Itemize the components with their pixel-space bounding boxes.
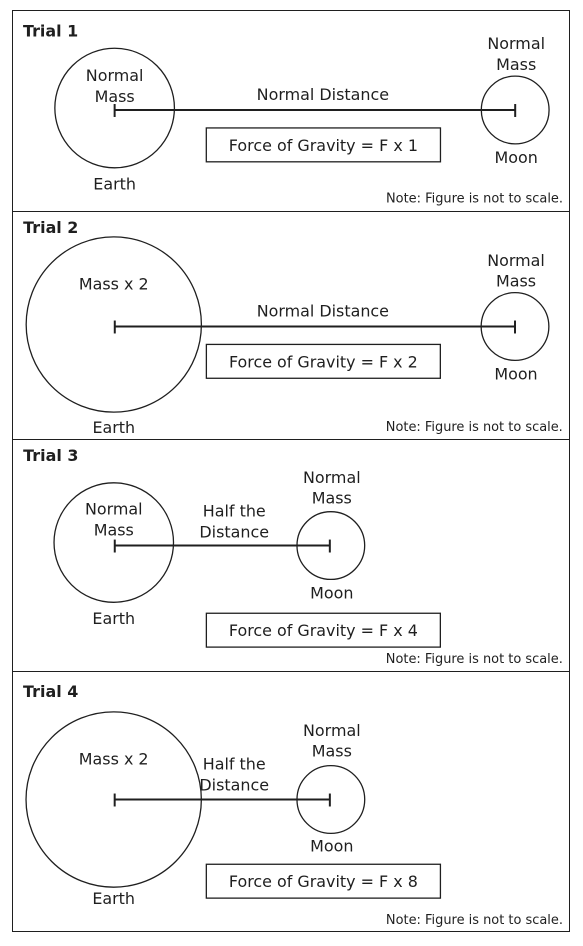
distance-label-line2: Distance [199, 776, 269, 795]
trial-title: Trial 2 [23, 218, 78, 237]
earth-mass-label: Mass x 2 [79, 750, 149, 769]
moon-label: Moon [310, 836, 353, 855]
moon-mass-label-line2: Mass [496, 272, 536, 291]
moon-label: Moon [495, 148, 538, 167]
scale-note: Note: Figure is not to scale. [386, 913, 563, 928]
moon-circle [480, 75, 550, 145]
trial-title: Trial 4 [23, 682, 78, 701]
trial-1-diagram: Trial 1 Normal Mass Earth Normal Distanc… [23, 21, 563, 207]
force-label: Force of Gravity = F x 2 [229, 352, 418, 371]
trial-3-panel: Trial 3 Normal Mass Earth Half the Dista… [13, 439, 569, 671]
distance-label-line2: Distance [199, 523, 269, 542]
earth-label: Earth [93, 175, 136, 194]
moon-circle [296, 511, 366, 581]
force-label: Force of Gravity = F x 4 [229, 621, 418, 640]
distance-label: Normal Distance [257, 302, 389, 321]
trial-title: Trial 3 [23, 446, 78, 465]
moon-circle [296, 764, 366, 835]
trial-2-diagram: Trial 2 Mass x 2 Earth Normal Distance N… [23, 218, 563, 437]
moon-label: Moon [494, 364, 537, 383]
earth-circle [25, 236, 203, 413]
force-box [205, 863, 442, 899]
trial-title: Trial 1 [23, 21, 78, 40]
earth-mass-label-line1: Normal [86, 66, 144, 85]
moon-mass-label-line2: Mass [312, 742, 352, 761]
distance-label: Normal Distance [257, 85, 389, 104]
distance-label-line1: Half the [203, 755, 266, 774]
force-label: Force of Gravity = F x 8 [229, 872, 418, 891]
trial-3-diagram: Trial 3 Normal Mass Earth Half the Dista… [23, 446, 563, 667]
scale-note: Note: Figure is not to scale. [386, 652, 563, 667]
moon-mass-label-line2: Mass [312, 489, 352, 508]
scale-note: Note: Figure is not to scale. [386, 192, 563, 207]
earth-mass-label-line1: Normal [85, 500, 143, 519]
trial-4-panel: Trial 4 Mass x 2 Earth Half the Distance… [13, 671, 569, 931]
force-label: Force of Gravity = F x 1 [229, 136, 418, 155]
moon-mass-label-line1: Normal [487, 251, 545, 270]
earth-mass-label-line2: Mass [94, 521, 134, 540]
earth-label: Earth [92, 609, 135, 628]
earth-label: Earth [92, 889, 135, 908]
earth-circle [54, 47, 176, 169]
moon-mass-label-line1: Normal [303, 721, 361, 740]
earth-label: Earth [92, 418, 135, 437]
trial-4-diagram: Trial 4 Mass x 2 Earth Half the Distance… [23, 682, 563, 928]
moon-mass-label-line1: Normal [303, 468, 361, 487]
trial-1-panel: Trial 1 Normal Mass Earth Normal Distanc… [13, 11, 569, 211]
earth-mass-label-line2: Mass [95, 87, 135, 106]
trial-2-panel: Trial 2 Mass x 2 Earth Normal Distance N… [13, 211, 569, 439]
distance-label-line1: Half the [203, 502, 266, 521]
force-box [205, 127, 442, 163]
scale-note: Note: Figure is not to scale. [386, 420, 563, 435]
figure-frame: Trial 1 Normal Mass Earth Normal Distanc… [12, 10, 570, 932]
force-box [205, 612, 442, 648]
earth-circle [53, 482, 175, 603]
moon-label: Moon [310, 583, 353, 602]
moon-mass-label-line2: Mass [496, 55, 536, 74]
moon-circle [480, 291, 550, 361]
moon-mass-label-line1: Normal [487, 34, 545, 53]
earth-mass-label: Mass x 2 [79, 275, 149, 294]
force-box [205, 343, 441, 379]
